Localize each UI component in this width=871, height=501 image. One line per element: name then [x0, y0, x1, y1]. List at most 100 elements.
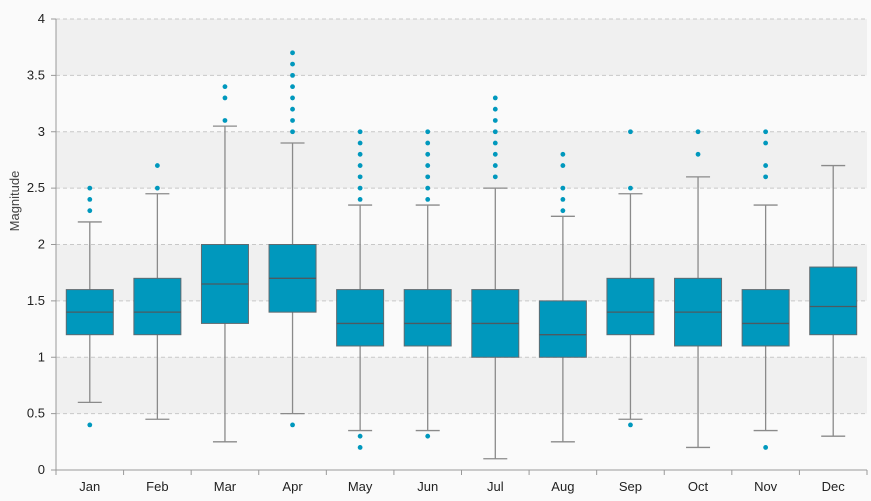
outlier-point [492, 95, 498, 101]
outlier-point [87, 208, 93, 214]
outlier-point [763, 129, 769, 135]
outlier-point [154, 185, 160, 191]
x-tick-label: Aug [551, 479, 574, 494]
box-iqr [403, 289, 452, 347]
box-oct [674, 129, 723, 449]
box-mar [200, 84, 249, 443]
x-tick-label: Jun [417, 479, 438, 494]
outlier-point [87, 422, 93, 428]
outlier-point [357, 140, 363, 146]
outlier-point [560, 163, 566, 168]
outlier-point [222, 118, 228, 123]
y-tick-label: 2.5 [27, 180, 45, 195]
y-tick-label: 0 [38, 462, 45, 477]
y-tick-label: 1.5 [27, 293, 45, 308]
outlier-point [492, 163, 498, 168]
outlier-point [763, 163, 769, 168]
outlier-point [560, 185, 566, 191]
x-tick-label: Oct [688, 479, 709, 494]
box-nov [741, 129, 790, 450]
outlier-point [628, 185, 633, 191]
outlier-point [695, 129, 701, 135]
y-tick-label: 0.5 [27, 406, 45, 421]
outlier-point [425, 151, 431, 157]
box-jan [65, 185, 114, 428]
x-tick-label: Apr [282, 479, 303, 494]
x-tick-label: Feb [146, 479, 168, 494]
x-tick-label: May [348, 479, 373, 494]
outlier-point [357, 129, 363, 135]
box-iqr [133, 277, 182, 336]
outlier-point [560, 208, 566, 214]
outlier-point [357, 151, 363, 157]
outlier-point [290, 95, 295, 101]
outlier-point [560, 151, 566, 157]
box-sep [606, 129, 655, 428]
outlier-point [357, 197, 363, 202]
y-tick-label: 3.5 [27, 67, 45, 82]
outlier-point [492, 151, 498, 157]
box-may [336, 129, 385, 450]
outlier-point [425, 140, 431, 146]
outlier-point [290, 106, 295, 112]
outlier-point [560, 197, 566, 202]
outlier-point [290, 422, 295, 428]
box-feb [133, 163, 182, 420]
outlier-point [492, 106, 498, 112]
box-jun [403, 129, 452, 439]
x-tick-label: Jul [487, 479, 504, 494]
outlier-point [222, 95, 228, 101]
outlier-point [87, 197, 93, 202]
background-bands [56, 19, 867, 414]
outlier-point [290, 129, 295, 135]
outlier-point [357, 185, 363, 191]
outlier-point [290, 61, 295, 67]
outlier-point [290, 72, 295, 78]
outlier-point [695, 151, 701, 157]
outlier-point [357, 433, 363, 439]
band [56, 131, 867, 189]
outlier-point [492, 118, 498, 123]
box-iqr [809, 266, 858, 336]
outlier-point [763, 140, 769, 146]
y-axis: 0 0.5 1 1.5 2 2.5 3 3.5 4 [27, 11, 57, 477]
x-tick-label: Mar [214, 479, 237, 494]
box-jul [471, 95, 520, 460]
box-iqr [741, 289, 790, 347]
box-iqr [538, 300, 587, 358]
outlier-point [290, 50, 295, 56]
box-aug [538, 151, 587, 443]
outlier-point [492, 174, 498, 180]
outlier-point [425, 197, 431, 202]
x-tick-label: Sep [619, 479, 642, 494]
x-tick-label: Nov [754, 479, 778, 494]
box-iqr [336, 289, 385, 347]
box-iqr [606, 277, 655, 336]
outlier-point [290, 84, 295, 90]
outlier-point [425, 163, 431, 168]
outlier-point [425, 433, 431, 439]
x-tick-label: Jan [79, 479, 100, 494]
boxes [65, 50, 858, 460]
y-axis-title: Magnitude [7, 171, 22, 232]
outlier-point [154, 163, 160, 168]
outlier-point [763, 174, 769, 180]
outlier-point [425, 129, 431, 135]
box-dec [809, 164, 858, 437]
y-tick-label: 4 [38, 11, 45, 26]
outlier-point [357, 445, 363, 450]
x-axis: Jan Feb Mar Apr May Jun Jul Aug Sep Oct Nov Dec [55, 469, 868, 494]
outlier-point [425, 185, 431, 191]
band [56, 357, 867, 414]
outlier-point [763, 445, 769, 450]
outlier-point [357, 174, 363, 180]
outlier-point [87, 185, 93, 191]
outlier-point [492, 129, 498, 135]
y-tick-label: 3 [38, 124, 45, 139]
outlier-point [357, 163, 363, 168]
box-apr [268, 50, 317, 428]
outlier-point [222, 84, 228, 90]
y-tick-label: 1 [38, 349, 45, 364]
outlier-point [492, 140, 498, 146]
